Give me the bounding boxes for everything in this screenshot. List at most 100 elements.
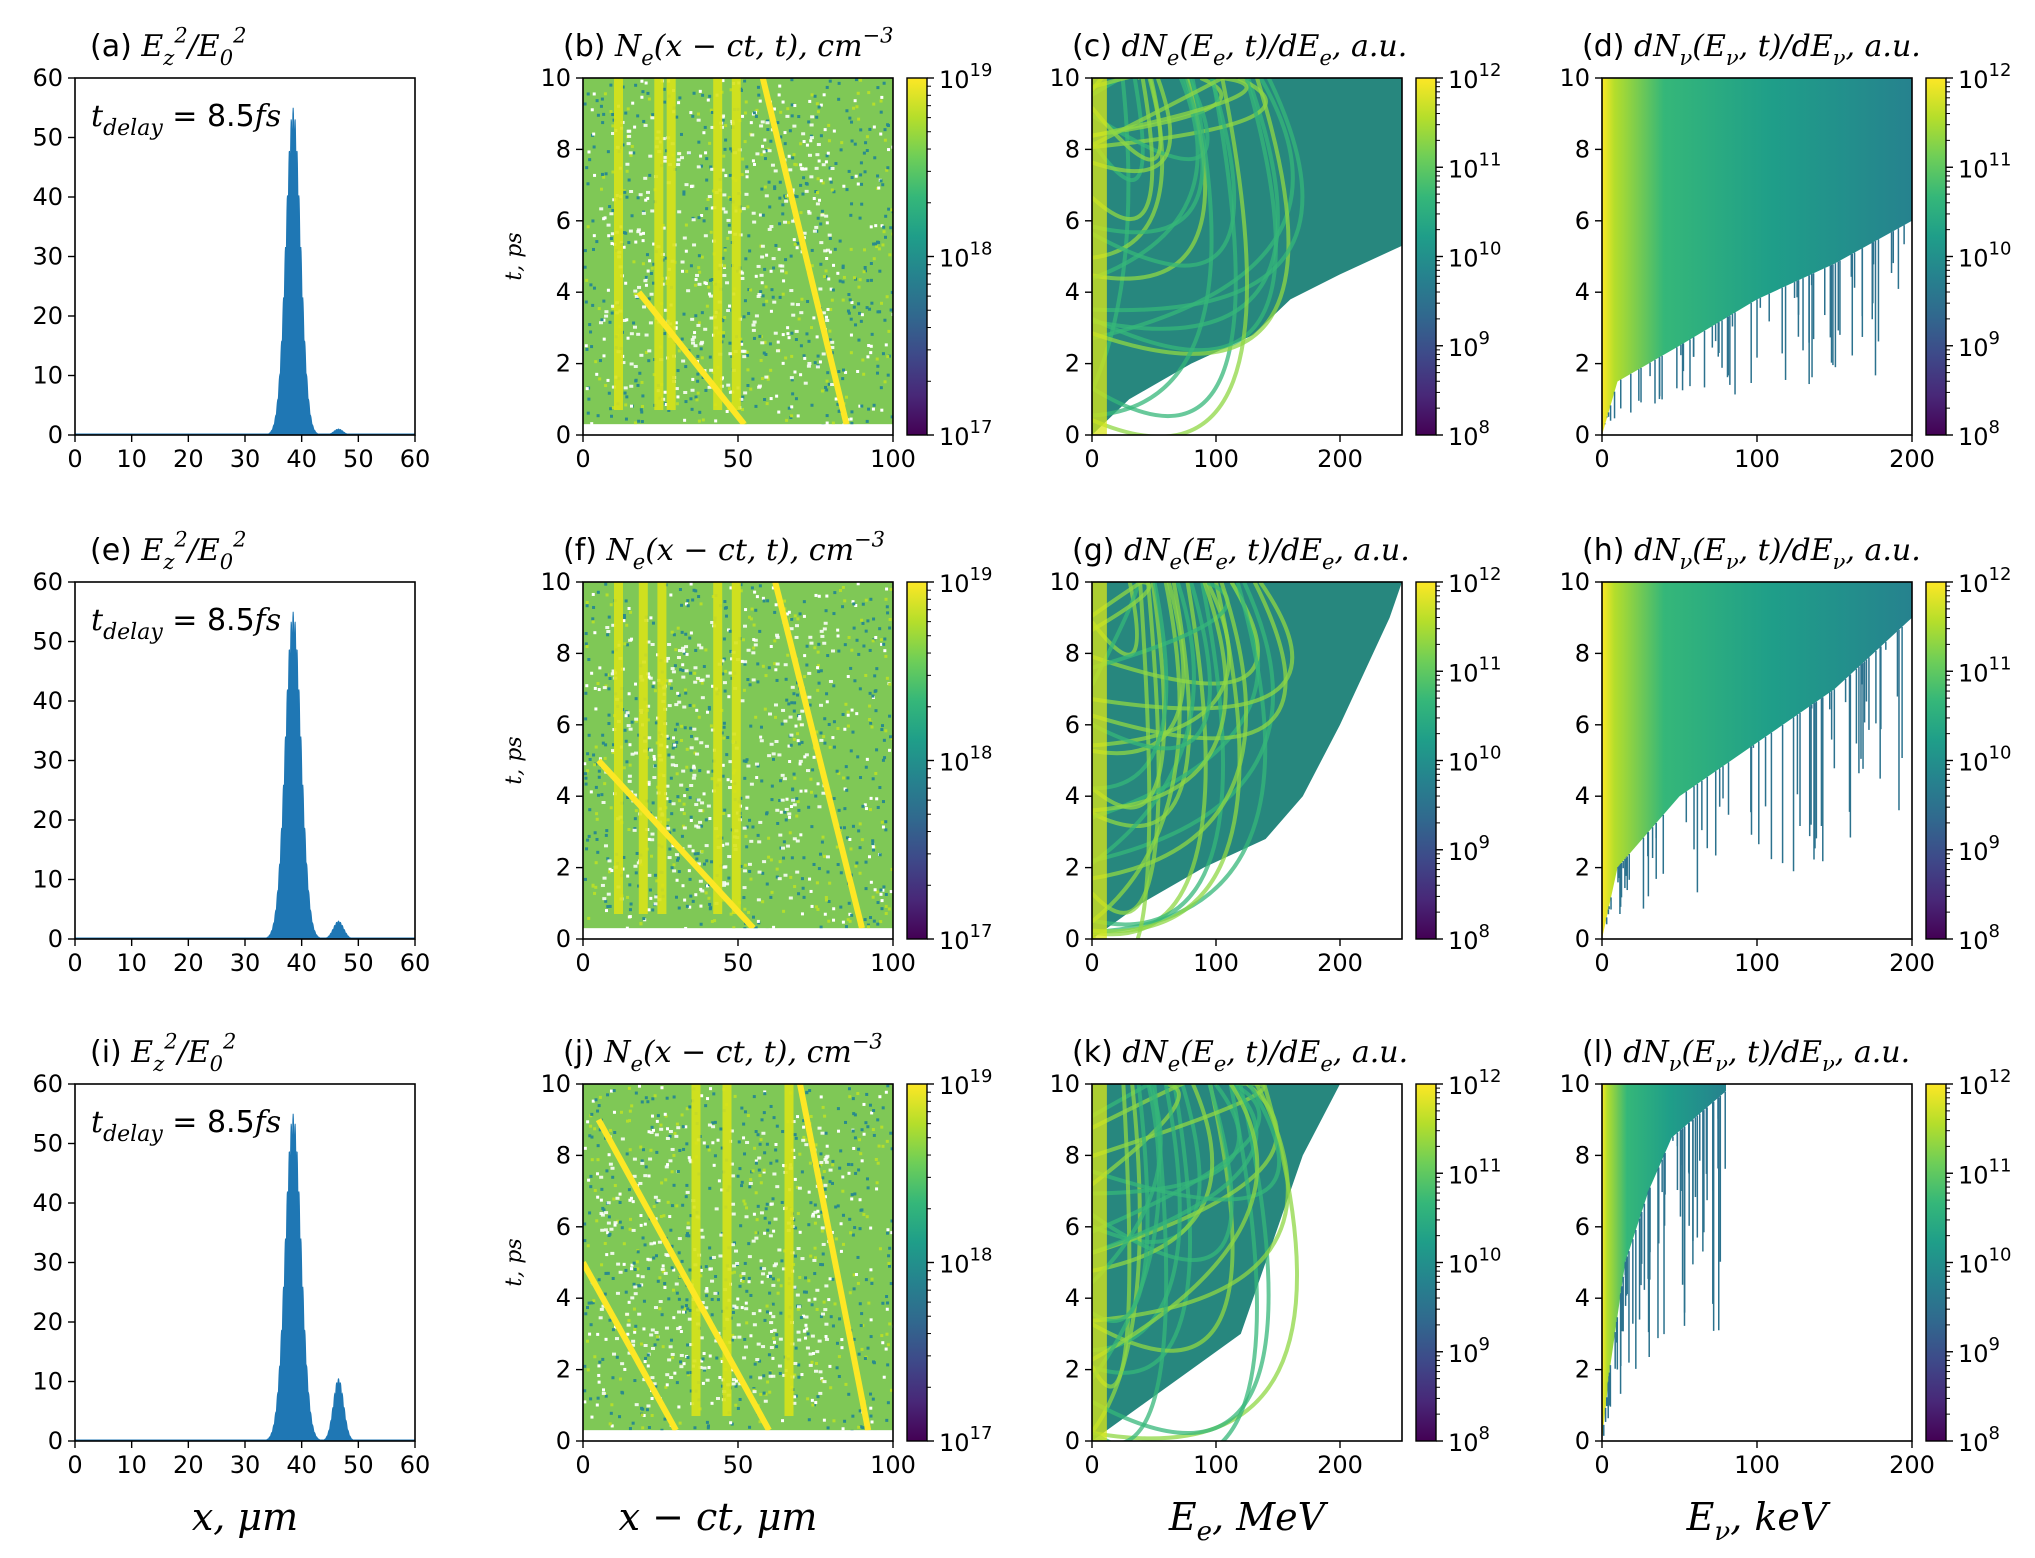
density-void (767, 754, 772, 758)
density-speck (854, 603, 858, 607)
density-void (610, 232, 615, 236)
density-speck (585, 278, 589, 282)
density-void (598, 1316, 603, 1320)
electron-cbar-label: 1010 (1448, 239, 1501, 273)
density-stripe (654, 78, 664, 411)
density-speck (709, 1256, 713, 1260)
photon-cbar-label: 108 (1958, 921, 2000, 955)
density-speck (857, 1138, 861, 1142)
density-speck (697, 216, 701, 220)
density-void (609, 1227, 614, 1231)
density-speck (708, 1246, 712, 1250)
density-speck (872, 848, 876, 852)
density-speck (767, 180, 771, 184)
density-speck (852, 626, 856, 630)
density-speck (862, 1132, 866, 1136)
density-speck (837, 370, 841, 374)
density-speck (707, 896, 711, 900)
density-speck (743, 776, 747, 780)
density-speck (646, 1100, 650, 1104)
density-void (817, 805, 822, 809)
density-speck (858, 1198, 862, 1202)
density-speck (853, 1113, 857, 1117)
density-void (637, 1312, 642, 1316)
density-speck (832, 797, 836, 801)
density-void (695, 273, 700, 277)
density-speck (594, 861, 598, 865)
density-speck (741, 395, 745, 399)
density-void (773, 169, 778, 173)
density-speck (584, 776, 588, 780)
density-void (728, 671, 733, 675)
density-void (709, 316, 714, 320)
density-speck (822, 1418, 826, 1422)
density-void (634, 751, 639, 755)
density-speck (685, 1142, 689, 1146)
density-speck (822, 93, 826, 97)
density-speck (831, 288, 835, 292)
density-speck (598, 757, 602, 761)
density-void (742, 349, 747, 353)
density-speck (749, 877, 753, 881)
density-void (668, 679, 673, 683)
density-cbar-label: 1017 (939, 921, 992, 955)
density-speck (795, 814, 799, 818)
density-void (647, 736, 652, 740)
density-speck (747, 1276, 751, 1280)
density-speck (820, 1210, 824, 1214)
density-void (699, 1228, 704, 1232)
density-speck (652, 1241, 656, 1245)
electron-spectrum-arcs (1092, 582, 1295, 939)
density-void (751, 211, 756, 215)
density-speck (734, 1403, 738, 1407)
density-speck (849, 666, 853, 670)
density-speck (757, 1168, 761, 1172)
density-speck (784, 258, 788, 262)
density-void (633, 1285, 638, 1289)
density-speck (585, 684, 589, 688)
density-speck (774, 243, 778, 247)
density-speck (872, 125, 876, 129)
density-speck (859, 1425, 863, 1429)
density-speck (639, 232, 643, 236)
density-void (603, 844, 608, 848)
density-void (790, 685, 795, 689)
density-void (632, 1157, 637, 1161)
density-void (674, 853, 679, 857)
density-speck (594, 745, 598, 749)
density-speck (856, 182, 860, 186)
density-speck (672, 1183, 676, 1187)
density-speck (765, 1202, 769, 1206)
density-speck (663, 1281, 667, 1285)
intensity-ytick-label: 10 (32, 866, 63, 894)
density-speck (785, 612, 789, 616)
density-speck (849, 749, 853, 753)
density-speck (866, 279, 870, 283)
density-speck (792, 692, 796, 696)
density-speck (824, 895, 828, 899)
density-speck (890, 1147, 893, 1151)
density-speck (748, 1185, 752, 1189)
density-speck (773, 639, 777, 643)
density-void (821, 1242, 826, 1246)
density-speck (587, 150, 591, 154)
density-void (795, 303, 800, 307)
density-speck (740, 1180, 744, 1184)
density-speck (860, 182, 864, 186)
density-speck (643, 1222, 647, 1226)
density-speck (837, 1129, 841, 1133)
density-speck (589, 1323, 593, 1327)
density-void (649, 1131, 654, 1135)
density-speck (646, 1353, 650, 1357)
intensity-ytick-label: 20 (32, 806, 63, 834)
density-speck (762, 1170, 766, 1174)
density-speck (846, 1162, 850, 1166)
density-void (623, 386, 628, 390)
electron-arc (1092, 78, 1227, 148)
density-speck (801, 192, 805, 196)
density-speck (680, 337, 684, 341)
density-speck (850, 139, 854, 143)
density-speck (660, 1428, 664, 1432)
density-speck (864, 765, 868, 769)
density-speck (765, 402, 769, 406)
